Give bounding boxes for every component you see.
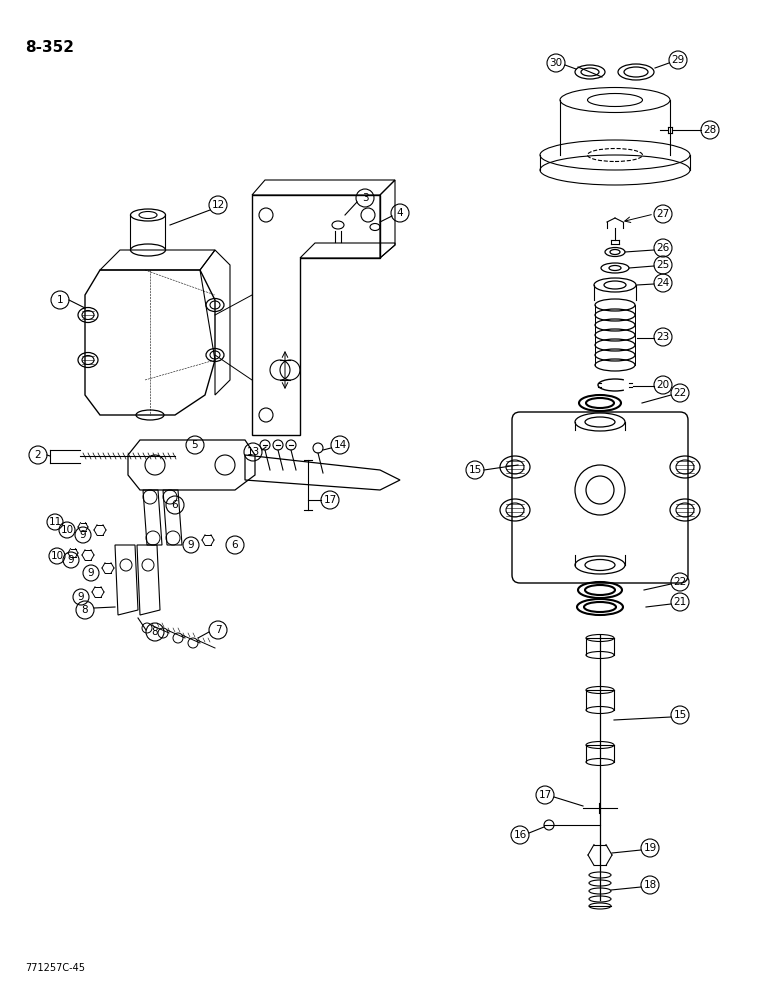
- Text: 24: 24: [656, 278, 669, 288]
- Text: 28: 28: [703, 125, 716, 135]
- Text: 1: 1: [56, 295, 63, 305]
- Text: 27: 27: [656, 209, 669, 219]
- Text: 15: 15: [673, 710, 686, 720]
- Text: 2: 2: [35, 450, 42, 460]
- Text: 22: 22: [673, 388, 686, 398]
- Text: 29: 29: [672, 55, 685, 65]
- Text: 4: 4: [397, 208, 403, 218]
- Text: 20: 20: [656, 380, 669, 390]
- Text: 9: 9: [88, 568, 94, 578]
- Text: 26: 26: [656, 243, 669, 253]
- Text: 3: 3: [362, 193, 368, 203]
- Text: 15: 15: [469, 465, 482, 475]
- Text: 30: 30: [550, 58, 563, 68]
- Text: 17: 17: [538, 790, 552, 800]
- Text: 7: 7: [215, 625, 222, 635]
- Text: 771257C-45: 771257C-45: [25, 963, 85, 973]
- Text: 16: 16: [513, 830, 527, 840]
- Text: 22: 22: [673, 577, 686, 587]
- Text: 14: 14: [334, 440, 347, 450]
- Text: 19: 19: [643, 843, 657, 853]
- Text: 25: 25: [656, 260, 669, 270]
- Text: 21: 21: [673, 597, 686, 607]
- Text: 18: 18: [643, 880, 657, 890]
- Text: 5: 5: [191, 440, 198, 450]
- Text: 9: 9: [68, 555, 74, 565]
- Text: 9: 9: [188, 540, 195, 550]
- Text: 12: 12: [212, 200, 225, 210]
- Text: 10: 10: [50, 551, 63, 561]
- Text: 13: 13: [246, 447, 259, 457]
- Text: 9: 9: [78, 592, 84, 602]
- Text: 8: 8: [151, 627, 158, 637]
- Text: 10: 10: [60, 525, 73, 535]
- Text: 17: 17: [323, 495, 337, 505]
- Text: 8-352: 8-352: [25, 40, 74, 55]
- Text: 6: 6: [171, 500, 178, 510]
- Text: 6: 6: [232, 540, 239, 550]
- Text: 9: 9: [80, 530, 86, 540]
- Text: 8: 8: [82, 605, 88, 615]
- Text: 11: 11: [49, 517, 62, 527]
- Text: 23: 23: [656, 332, 669, 342]
